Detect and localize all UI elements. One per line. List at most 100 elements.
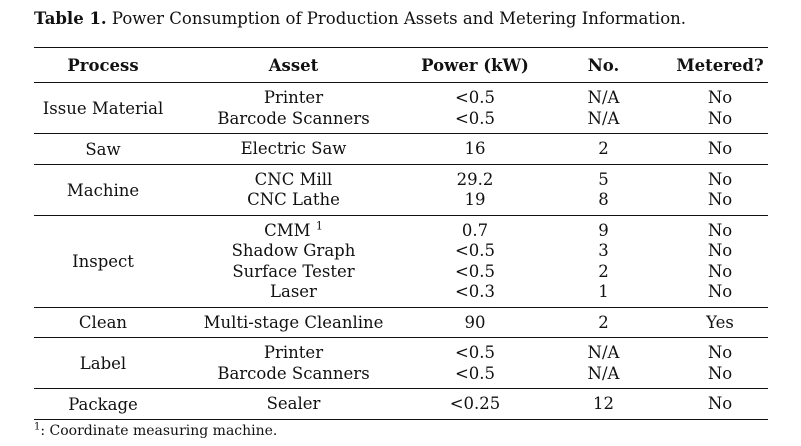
power-value: <0.3 (415, 282, 535, 303)
process-name: Clean (78, 313, 128, 333)
process-cell: Issue Material (34, 83, 172, 134)
asset-name-text: Barcode Scanners (217, 363, 370, 383)
count-cell: N/A N/A (535, 83, 672, 134)
asset-count-text: 9 (598, 220, 609, 240)
power-value: <0.5 (415, 88, 535, 109)
header-process: Process (34, 47, 172, 83)
footnote-mark: 1 (34, 421, 41, 433)
table-row: Inspect CMM 1 Shadow Graph Surface Tester La… (34, 214, 768, 307)
header-metered: Metered? (672, 47, 768, 83)
footnote-reference: 1 (315, 219, 323, 232)
table-caption-text: Power Consumption of Production Assets a… (106, 9, 687, 28)
asset-count-text: 1 (598, 282, 609, 301)
table-caption-label: Table 1. (34, 9, 107, 28)
asset-name-text: CNC Lathe (247, 190, 340, 209)
asset-name: Barcode Scanners (172, 364, 415, 385)
process-group: Clean Multi-stage Cleanline 90 2 Yes (34, 306, 768, 338)
asset-name: CMM 1 (172, 219, 415, 242)
metered-status-text: No (707, 261, 733, 281)
metered-status-text: No (707, 169, 733, 189)
asset-count: 3 (535, 241, 672, 262)
asset-count: N/A (535, 364, 672, 385)
asset-name-text: Electric Saw (240, 139, 347, 158)
table-row: Machine CNC Mill CNC Lathe 29.2 19 5 8 No No (34, 163, 768, 215)
power-cell: 16 (415, 133, 535, 164)
metered-status: No (672, 262, 768, 283)
asset-name-text: Surface Tester (232, 261, 355, 281)
header-row: Process Asset Power (kW) No. Metered? (34, 47, 768, 83)
metered-status: Yes (672, 313, 768, 334)
process-group: Machine CNC Mill CNC Lathe 29.2 19 5 8 No No (34, 163, 768, 215)
power-value-text: 90 (464, 312, 486, 332)
asset-name: Printer (172, 88, 415, 109)
metered-cell: No No (672, 163, 768, 215)
asset-name-text: Shadow Graph (231, 241, 356, 260)
power-cell: <0.5 <0.5 (415, 83, 535, 134)
count-cell: 12 (535, 388, 672, 420)
asset-count-text: N/A (587, 343, 620, 362)
asset-count: 1 (535, 282, 672, 303)
power-cell: <0.5 <0.5 (415, 337, 535, 389)
power-cell: 0.7 <0.5 <0.5 <0.3 (415, 214, 535, 307)
power-value-text: <0.3 (454, 282, 496, 301)
header-asset: Asset (172, 47, 415, 83)
process-cell: Inspect (34, 214, 172, 307)
metered-status-text: No (707, 282, 733, 301)
process-cell: Clean (34, 306, 172, 338)
metered-cell: No (672, 133, 768, 164)
table-header: Process Asset Power (kW) No. Metered? (34, 47, 768, 83)
asset-name-text: Multi-stage Cleanline (203, 312, 384, 332)
process-group: Label Printer Barcode Scanners <0.5 <0.5 N/A N… (34, 337, 768, 389)
metered-status: No (672, 190, 768, 211)
header-power: Power (kW) (415, 47, 535, 83)
asset-name-text: CMM (264, 220, 311, 240)
table-row: Issue Material Printer Barcode Scanners <0.… (34, 83, 768, 134)
asset-name: Sealer (172, 394, 415, 415)
asset-cell: Electric Saw (172, 133, 415, 164)
table-row: Clean Multi-stage Cleanline 90 2 Yes (34, 306, 768, 338)
asset-name: Laser (172, 282, 415, 303)
table-row: Package Sealer <0.25 12 No (34, 388, 768, 420)
metered-status: No (672, 282, 768, 303)
power-value-text: <0.5 (454, 88, 496, 107)
metered-status-text: No (707, 343, 733, 362)
metered-cell: No No No No (672, 214, 768, 307)
metered-status-text: No (707, 139, 733, 158)
metered-status-text: No (707, 108, 733, 128)
metered-status-text: No (707, 88, 733, 107)
asset-count-text: 5 (598, 169, 609, 189)
asset-name-text: Printer (263, 343, 324, 362)
metered-status: No (672, 170, 768, 191)
metered-status: No (672, 364, 768, 385)
asset-count-text: N/A (587, 108, 620, 128)
count-cell: 2 (535, 306, 672, 338)
table-row: Label Printer Barcode Scanners <0.5 <0.5 N/A N… (34, 337, 768, 389)
power-value-text: <0.5 (454, 241, 496, 260)
process-name: Label (79, 354, 127, 373)
asset-cell: CMM 1 Shadow Graph Surface Tester Laser (172, 214, 415, 307)
asset-count-text: 2 (598, 261, 609, 281)
power-value-text: 29.2 (456, 169, 494, 189)
metered-status-text: No (707, 190, 733, 209)
power-value: 16 (415, 139, 535, 160)
power-value: <0.5 (415, 364, 535, 385)
metered-cell: No (672, 388, 768, 420)
count-cell: N/A N/A (535, 337, 672, 389)
metered-status: No (672, 109, 768, 130)
metered-cell: Yes (672, 306, 768, 338)
power-value-text: 0.7 (461, 220, 489, 240)
count-cell: 2 (535, 133, 672, 164)
power-value-text: 19 (464, 190, 486, 209)
asset-name: CNC Mill (172, 170, 415, 191)
table-footnote: 1: Coordinate measuring machine. (34, 421, 277, 439)
asset-name-text: Sealer (266, 394, 321, 413)
asset-count: 2 (535, 139, 672, 160)
asset-count: N/A (535, 343, 672, 364)
metered-cell: No No (672, 337, 768, 389)
asset-cell: Sealer (172, 388, 415, 420)
metered-status-text: No (707, 363, 733, 383)
asset-count: 12 (535, 394, 672, 415)
asset-cell: Printer Barcode Scanners (172, 83, 415, 134)
process-cell: Label (34, 337, 172, 389)
